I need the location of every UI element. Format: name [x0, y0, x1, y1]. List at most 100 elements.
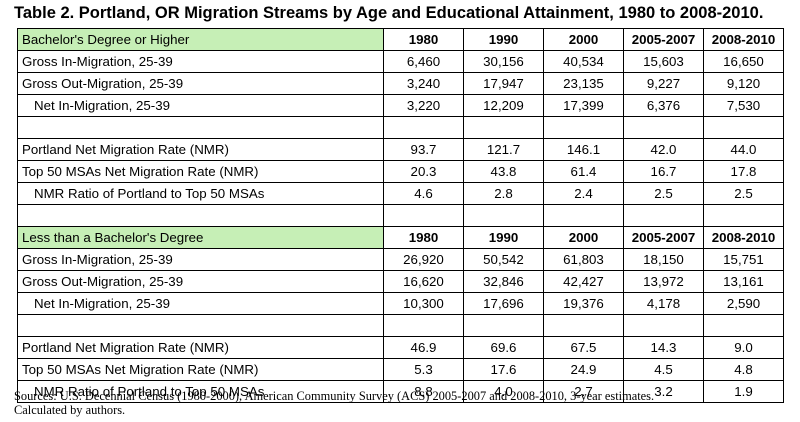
- table-cell: 4.5: [623, 358, 704, 381]
- row-label: Gross Out-Migration, 25-39: [17, 270, 384, 293]
- blank-cell: [543, 314, 624, 337]
- column-header: 2008-2010: [703, 28, 784, 51]
- table-cell: 13,972: [623, 270, 704, 293]
- blank-cell: [703, 314, 784, 337]
- row-label: NMR Ratio of Portland to Top 50 MSAs: [17, 380, 384, 403]
- section-label: Bachelor's Degree or Higher: [17, 28, 384, 51]
- column-header: 2008-2010: [703, 226, 784, 249]
- blank-row: [17, 314, 784, 337]
- table-row: NMR Ratio of Portland to Top 50 MSAs 4.6 2…: [17, 182, 784, 205]
- table-cell: 93.7: [383, 138, 464, 161]
- table-cell: 16,650: [703, 50, 784, 73]
- table-cell: 6,460: [383, 50, 464, 73]
- table-row: Top 50 MSAs Net Migration Rate (NMR) 20.3…: [17, 160, 784, 183]
- table-cell: 43.8: [463, 160, 544, 183]
- row-label: Gross In-Migration, 25-39: [17, 50, 384, 73]
- table-cell: 146.1: [543, 138, 624, 161]
- row-label: Portland Net Migration Rate (NMR): [17, 138, 384, 161]
- table-cell: 26,920: [383, 248, 464, 271]
- table-cell: 3,240: [383, 72, 464, 95]
- row-label: Top 50 MSAs Net Migration Rate (NMR): [17, 358, 384, 381]
- table-cell: 2.8: [463, 182, 544, 205]
- table-cell: 17.8: [703, 160, 784, 183]
- blank-cell: [543, 204, 624, 227]
- column-header: 1990: [463, 28, 544, 51]
- table-cell: 2.5: [623, 182, 704, 205]
- table-title: Table 2. Portland, OR Migration Streams …: [14, 4, 764, 22]
- blank-cell: [623, 204, 704, 227]
- table-row: NMR Ratio of Portland to Top 50 MSAs 8.8 4…: [17, 380, 784, 403]
- table-cell: 16.7: [623, 160, 704, 183]
- column-header: 1980: [383, 226, 464, 249]
- sources-line: Sources: U.S. Decennial Census (1980-200…: [14, 389, 655, 403]
- table-cell: 32,846: [463, 270, 544, 293]
- blank-cell: [17, 314, 384, 337]
- table-cell: 40,534: [543, 50, 624, 73]
- table-cell: 17,696: [463, 292, 544, 315]
- blank-cell: [543, 116, 624, 139]
- table-cell: 9.0: [703, 336, 784, 359]
- table-row: Net In-Migration, 25-39 3,220 12,209 17,399…: [17, 94, 784, 117]
- sources-note: Sources: U.S. Decennial Census (1980-200…: [14, 389, 794, 417]
- blank-cell: [17, 204, 384, 227]
- table-cell: 4.6: [383, 182, 464, 205]
- table-cell: 9,227: [623, 72, 704, 95]
- table-cell: 16,620: [383, 270, 464, 293]
- table-cell: 18,150: [623, 248, 704, 271]
- column-header: 2000: [543, 226, 624, 249]
- blank-cell: [383, 204, 464, 227]
- table-cell: 2.5: [703, 182, 784, 205]
- table-cell: 4,178: [623, 292, 704, 315]
- table-cell: 61,803: [543, 248, 624, 271]
- table-cell: 17,947: [463, 72, 544, 95]
- migration-table: Bachelor's Degree or Higher 1980 1990 2000 2…: [17, 28, 784, 403]
- table-row: Gross Out-Migration, 25-39 16,620 32,846 42…: [17, 270, 784, 293]
- table-cell: 19,376: [543, 292, 624, 315]
- table-cell: 50,542: [463, 248, 544, 271]
- table-cell: 121.7: [463, 138, 544, 161]
- table-cell: 44.0: [703, 138, 784, 161]
- table-row: Portland Net Migration Rate (NMR) 46.9 69.…: [17, 336, 784, 359]
- table-cell: 67.5: [543, 336, 624, 359]
- blank-cell: [463, 116, 544, 139]
- table-row: Top 50 MSAs Net Migration Rate (NMR) 5.3 1…: [17, 358, 784, 381]
- row-label: Top 50 MSAs Net Migration Rate (NMR): [17, 160, 384, 183]
- table-row: Net In-Migration, 25-39 10,300 17,696 19,37…: [17, 292, 784, 315]
- table-row: Gross In-Migration, 25-39 26,920 50,542 61,…: [17, 248, 784, 271]
- table-row: Gross Out-Migration, 25-39 3,240 17,947 23,…: [17, 72, 784, 95]
- blank-cell: [623, 314, 704, 337]
- table-cell: 1.9: [703, 380, 784, 403]
- blank-cell: [463, 314, 544, 337]
- table-cell: 17.6: [463, 358, 544, 381]
- table-cell: 14.3: [623, 336, 704, 359]
- table-cell: 15,603: [623, 50, 704, 73]
- section-header-row: Bachelor's Degree or Higher 1980 1990 2000 2…: [17, 28, 784, 51]
- table-cell: 17,399: [543, 94, 624, 117]
- row-label: Portland Net Migration Rate (NMR): [17, 336, 384, 359]
- column-header: 2000: [543, 28, 624, 51]
- table-cell: 7,530: [703, 94, 784, 117]
- blank-cell: [623, 116, 704, 139]
- table-cell: 42,427: [543, 270, 624, 293]
- table-cell: 4.8: [703, 358, 784, 381]
- blank-row: [17, 204, 784, 227]
- blank-cell: [383, 314, 464, 337]
- table-cell: 6,376: [623, 94, 704, 117]
- section-label: Less than a Bachelor's Degree: [17, 226, 384, 249]
- sources-line-2: Calculated by authors.: [14, 403, 126, 417]
- table-row: Portland Net Migration Rate (NMR) 93.7 121…: [17, 138, 784, 161]
- column-header: 1980: [383, 28, 464, 51]
- blank-cell: [383, 116, 464, 139]
- table-cell: 9,120: [703, 72, 784, 95]
- blank-row: [17, 116, 784, 139]
- column-header: 1990: [463, 226, 544, 249]
- table-cell: 2,590: [703, 292, 784, 315]
- table-cell: 24.9: [543, 358, 624, 381]
- table-cell: 15,751: [703, 248, 784, 271]
- table-cell: 2.7: [543, 380, 624, 403]
- table-cell: 42.0: [623, 138, 704, 161]
- row-label: NMR Ratio of Portland to Top 50 MSAs: [17, 182, 384, 205]
- blank-cell: [17, 116, 384, 139]
- table-cell: 12,209: [463, 94, 544, 117]
